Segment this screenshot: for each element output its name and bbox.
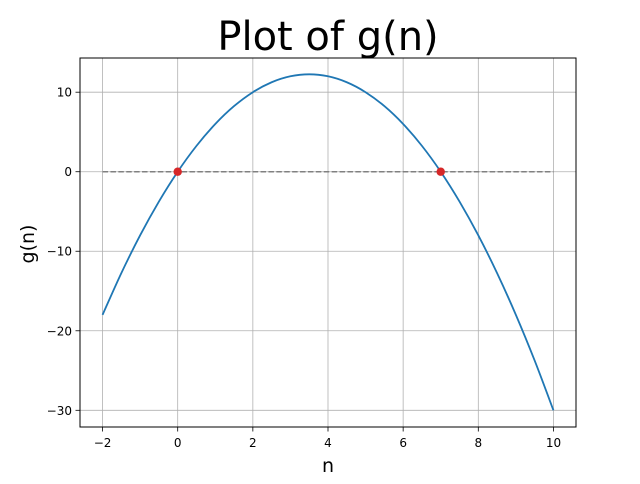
y-tick-label: −20 (47, 324, 72, 338)
y-tick-label: 0 (64, 165, 72, 179)
x-tick-label: 4 (324, 436, 332, 450)
root-point (436, 167, 445, 176)
x-axis-label: n (322, 455, 334, 477)
root-point (173, 167, 182, 176)
y-axis-label: g(n) (17, 225, 39, 264)
x-tick-label: 0 (174, 436, 182, 450)
chart-title: Plot of g(n) (217, 14, 438, 60)
plot-data (101, 73, 555, 411)
y-tick-label: 10 (57, 86, 72, 100)
x-tick-label: −2 (94, 436, 112, 450)
x-tick-label: 2 (249, 436, 257, 450)
x-tick-label: 6 (399, 436, 407, 450)
y-tick-label: −10 (47, 245, 72, 259)
x-tick-label: 8 (474, 436, 482, 450)
y-tick-label: −30 (47, 404, 72, 418)
x-tick-label: 10 (546, 436, 561, 450)
